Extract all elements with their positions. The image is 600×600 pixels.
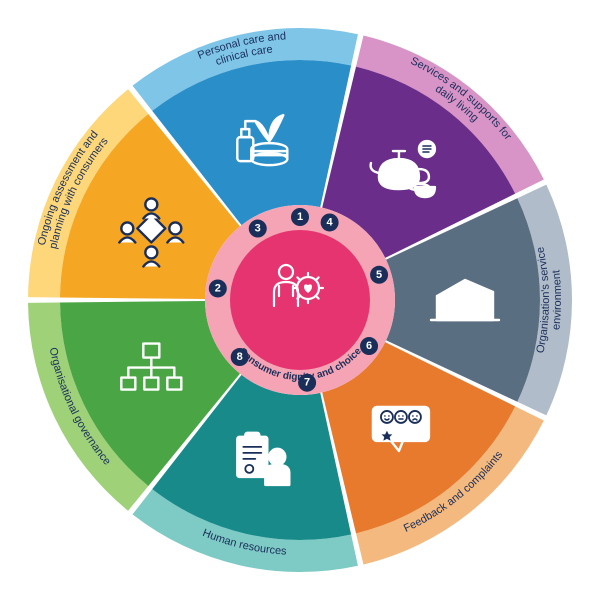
center-inner-circle [230, 230, 370, 370]
number-7: 7 [304, 377, 310, 389]
number-5: 5 [376, 269, 382, 281]
standards-wheel: Consumer dignity and choice12345678Ongoi… [0, 0, 600, 600]
number-8: 8 [237, 351, 243, 363]
number-1: 1 [297, 211, 303, 223]
seg-label-5-l2: environment [550, 269, 564, 330]
number-6: 6 [366, 340, 372, 352]
number-4: 4 [327, 216, 334, 228]
number-2: 2 [215, 282, 221, 294]
number-3: 3 [255, 223, 261, 235]
